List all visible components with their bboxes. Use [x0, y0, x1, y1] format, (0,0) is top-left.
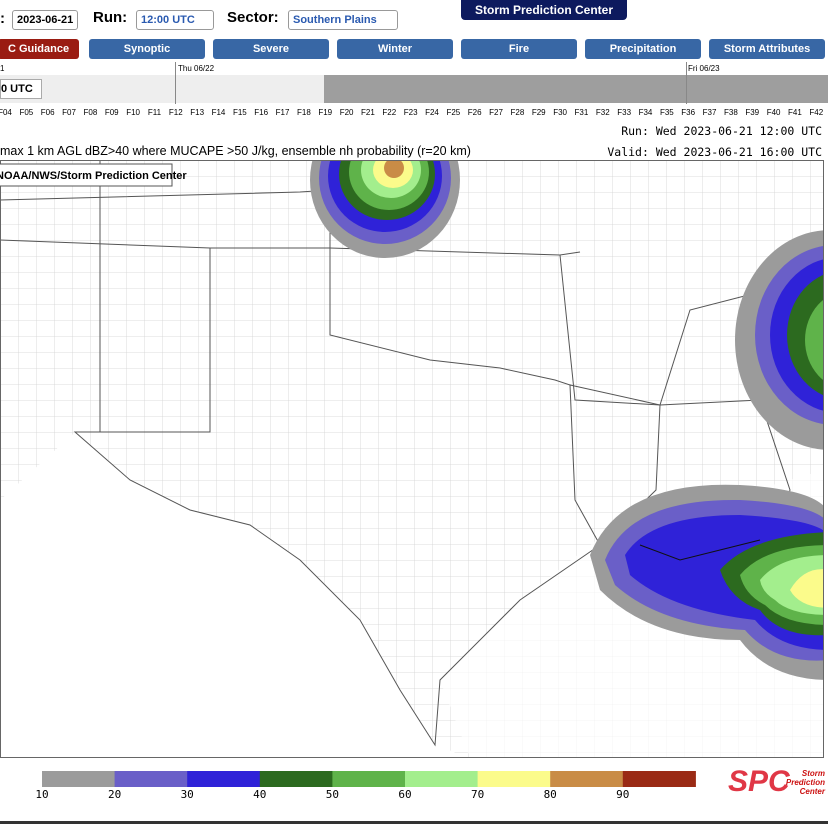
hour-step[interactable]: F33 [617, 108, 632, 117]
legend-swatch [187, 771, 261, 787]
hour-step[interactable]: F38 [723, 108, 738, 117]
legend-swatch [405, 771, 479, 787]
day-divider [686, 62, 687, 104]
timeline-future [324, 75, 828, 103]
tab[interactable]: C Guidance [0, 39, 79, 59]
legend-swatch [332, 771, 406, 787]
hour-step[interactable]: F24 [425, 108, 439, 117]
valid-time: Valid: Wed 2023-06-21 16:00 UTC [607, 145, 822, 159]
legend-tick-label: 30 [181, 788, 194, 801]
hour-step[interactable]: F13 [190, 108, 205, 117]
logo: SPC Storm Prediction Center [728, 765, 826, 809]
hour-step[interactable]: F39 [745, 108, 760, 117]
date-input[interactable]: 2023-06-21 [12, 10, 79, 30]
run-label: Run: [93, 9, 128, 26]
sector-select[interactable]: Southern Plains [288, 10, 398, 30]
hour-step[interactable]: F30 [553, 108, 567, 117]
map-credit: NOAA/NWS/Storm Prediction Center [0, 170, 187, 182]
legend-tick-label: 10 [35, 788, 48, 801]
hour-step[interactable]: F08 [83, 108, 98, 117]
hour-step[interactable]: F05 [19, 108, 34, 117]
legend-tick-label: 60 [398, 788, 411, 801]
date-label: : [0, 10, 5, 27]
hour-step[interactable]: F42 [809, 108, 824, 117]
run-time: Run: Wed 2023-06-21 12:00 UTC [621, 124, 822, 138]
tab[interactable]: Winter [337, 39, 453, 59]
tab[interactable]: Precipitation [585, 39, 701, 59]
hour-step[interactable]: F12 [168, 108, 183, 117]
day-divider [175, 62, 176, 104]
legend-swatch [42, 771, 116, 787]
hour-step[interactable]: F15 [232, 108, 247, 117]
hour-step[interactable]: F31 [574, 108, 589, 117]
tab[interactable]: Severe [213, 39, 329, 59]
legend: 10 20 30 40 50 60 70 80 90 [35, 771, 696, 801]
hour-step[interactable]: F14 [211, 108, 226, 117]
hour-step[interactable]: F40 [766, 108, 781, 117]
hour-step[interactable]: F29 [531, 108, 546, 117]
tab[interactable]: Fire [461, 39, 577, 59]
hour-step[interactable]: F18 [296, 108, 311, 117]
sector-label: Sector: [227, 9, 279, 26]
brand-button[interactable]: Storm Prediction Center [461, 0, 627, 20]
legend-tick-label: 50 [326, 788, 339, 801]
hour-step[interactable]: F16 [254, 108, 269, 117]
hour-step[interactable]: F19 [318, 108, 333, 117]
hour-step[interactable]: F36 [681, 108, 696, 117]
hour-step[interactable]: F32 [595, 108, 610, 117]
logo-mark: SPC [728, 765, 790, 798]
logo-text: Storm Prediction Center [785, 769, 825, 796]
probability-contours [310, 160, 824, 680]
day-label: 1 [0, 64, 5, 73]
hour-step[interactable]: F26 [467, 108, 482, 117]
legend-swatch [622, 771, 696, 787]
hour-step[interactable]: F20 [339, 108, 354, 117]
hour-step[interactable]: F04 [0, 108, 12, 117]
map-title: max 1 km AGL dBZ>40 where MUCAPE >50 J/k… [0, 144, 471, 158]
tab[interactable]: Storm Attributes [709, 39, 825, 59]
tab[interactable]: Synoptic [89, 39, 205, 59]
hour-step[interactable]: F37 [702, 108, 717, 117]
legend-swatch [259, 771, 333, 787]
hour-step[interactable]: F22 [382, 108, 397, 117]
bottom-rule [0, 821, 828, 824]
legend-tick-label: 70 [471, 788, 484, 801]
hour-step[interactable]: F25 [446, 108, 461, 117]
hour-step[interactable]: F41 [788, 108, 802, 117]
legend-tick-label: 40 [253, 788, 266, 801]
legend-swatch [114, 771, 188, 787]
legend-swatch [477, 771, 551, 787]
hour-step[interactable]: F35 [659, 108, 674, 117]
hour-step[interactable]: F09 [104, 108, 119, 117]
legend-tick-label: 80 [544, 788, 557, 801]
hour-step[interactable]: F34 [638, 108, 653, 117]
hour-step[interactable]: F27 [489, 108, 503, 117]
run-select[interactable]: 12:00 UTC [136, 10, 214, 30]
legend-swatch [550, 771, 624, 787]
legend-tick-label: 90 [616, 788, 629, 801]
timeline-past [0, 75, 324, 103]
hour-step[interactable]: F10 [126, 108, 140, 117]
legend-tick-label: 20 [108, 788, 121, 801]
hour-step[interactable]: F07 [62, 108, 76, 117]
hour-step[interactable]: F06 [40, 108, 55, 117]
day-label: Thu 06/22 [178, 64, 215, 73]
map: NOAA/NWS/Storm Prediction Center [0, 160, 824, 758]
hour-step[interactable]: F17 [275, 108, 290, 117]
day-label: Fri 06/23 [688, 64, 720, 73]
hour-step[interactable]: F21 [361, 108, 375, 117]
hour-step[interactable]: F28 [510, 108, 525, 117]
hour-step[interactable]: F23 [403, 108, 418, 117]
hour-step[interactable]: F11 [147, 108, 162, 117]
current-time: 0 UTC [0, 79, 42, 99]
